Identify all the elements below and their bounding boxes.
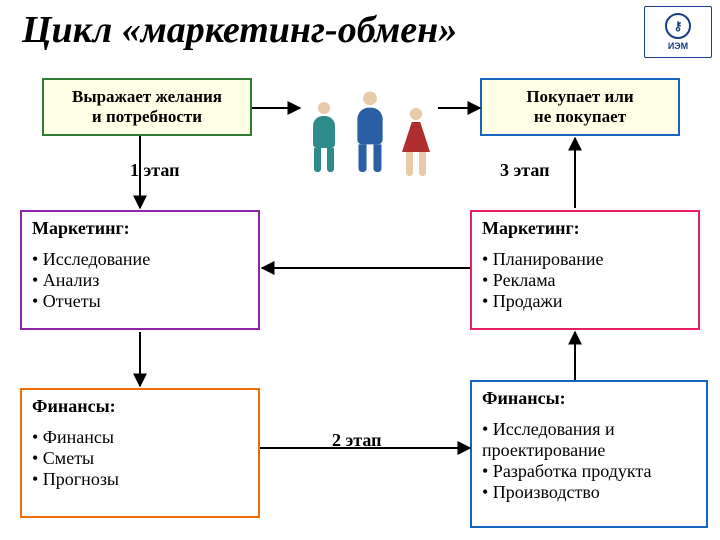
box-item: • Продажи — [482, 291, 688, 312]
box-item: • Исследование — [32, 249, 248, 270]
box-header: Финансы: — [32, 396, 248, 417]
figure-head — [318, 102, 330, 114]
box-header: Финансы: — [482, 388, 696, 409]
logo: ⚷ ИЭМ — [644, 6, 712, 58]
box-item: • Анализ — [32, 270, 248, 291]
box-header: Маркетинг: — [482, 218, 688, 239]
box-finance-right: Финансы:• Исследования и проектирование•… — [470, 380, 708, 528]
figure-legs — [314, 148, 334, 172]
figure-right — [398, 108, 434, 172]
stage-3-label: 3 этап — [500, 160, 549, 181]
figure-legs — [406, 152, 426, 172]
logo-text: ИЭМ — [668, 41, 688, 51]
people-graphic — [300, 72, 440, 172]
figure-body — [313, 116, 335, 148]
figure-head — [410, 108, 422, 120]
figure-mid — [349, 92, 390, 173]
box-header: Маркетинг: — [32, 218, 248, 239]
page-title: Цикл «маркетинг-обмен» — [22, 8, 457, 52]
box-expresses-needs: Выражает желанияи потребности — [42, 78, 252, 136]
box-marketing-right: Маркетинг: • Планирование• Реклама• Прода… — [470, 210, 700, 330]
box-marketing-left: Маркетинг: • Исследование• Анализ• Отчеты — [20, 210, 260, 330]
box-line: и потребности — [92, 107, 202, 127]
box-line: Покупает или — [526, 87, 633, 107]
box-item: • Прогнозы — [32, 469, 248, 490]
stage-2-label: 2 этап — [332, 430, 381, 451]
box-item: • Разработка продукта — [482, 461, 696, 482]
box-item: • Финансы — [32, 427, 248, 448]
stage-1-label: 1 этап — [130, 160, 179, 181]
box-line: не покупает — [534, 107, 626, 127]
figure-skirt — [402, 122, 430, 152]
figure-head — [363, 92, 377, 106]
box-item: • Реклама — [482, 270, 688, 291]
box-item: • Отчеты — [32, 291, 248, 312]
box-buys-or-not: Покупает илине покупает — [480, 78, 680, 136]
box-item: • Сметы — [32, 448, 248, 469]
figure-body — [357, 108, 382, 145]
box-line: Выражает желания — [72, 87, 222, 107]
box-finance-left: Финансы: • Финансы• Сметы• Прогнозы — [20, 388, 260, 518]
logo-monogram: ⚷ — [665, 13, 691, 39]
box-item: • Исследования и проектирование — [482, 419, 696, 461]
box-item: • Планирование — [482, 249, 688, 270]
box-item: • Производство — [482, 482, 696, 503]
figure-left — [306, 102, 342, 172]
figure-legs — [359, 144, 382, 172]
